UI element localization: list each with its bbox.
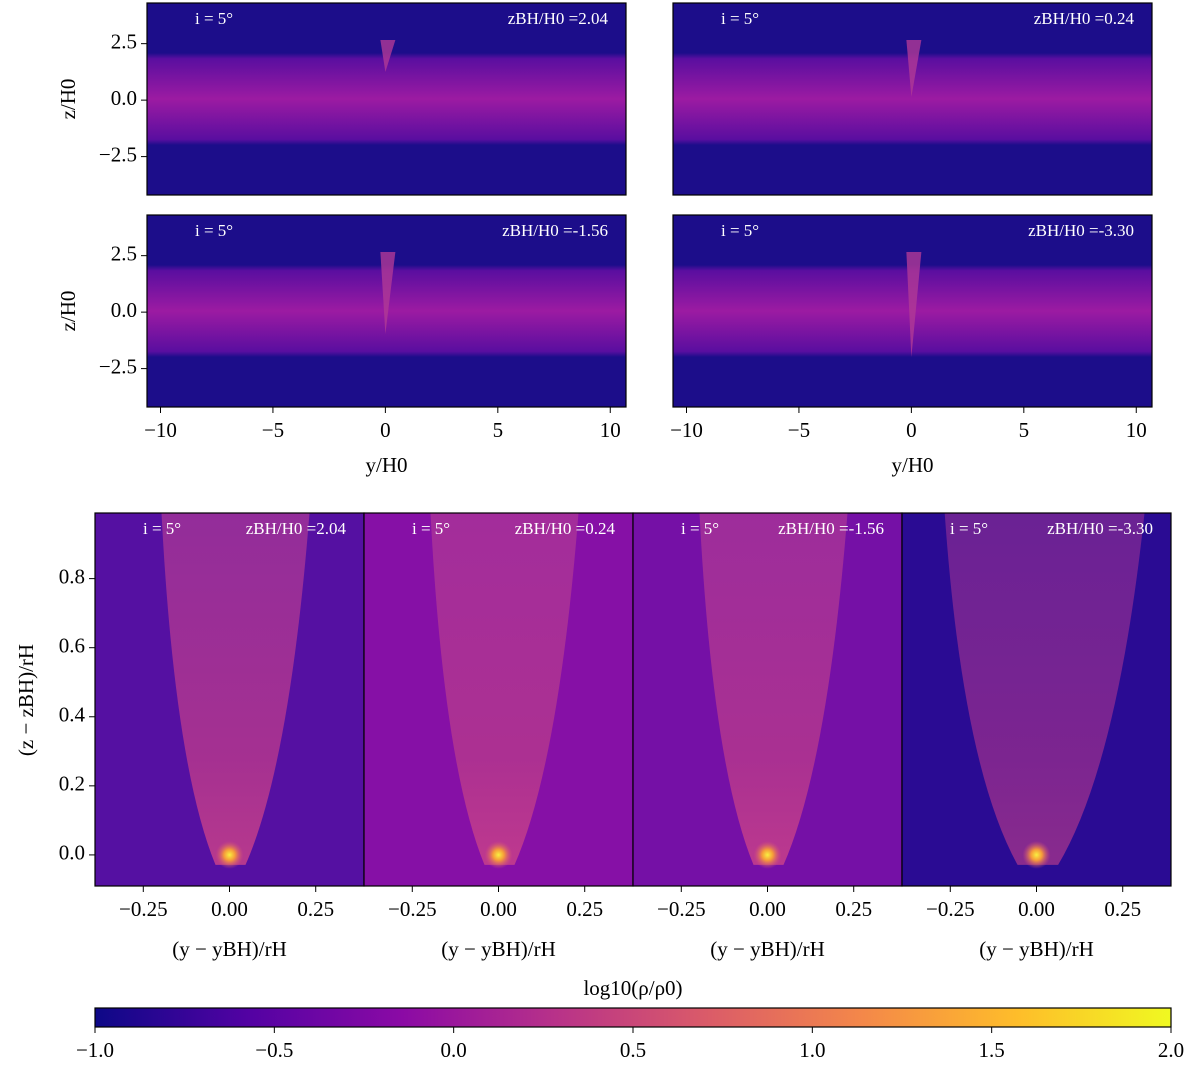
x-axis-label: (y − yBH)/rH: [441, 937, 556, 961]
x-tick-label: 5: [1019, 418, 1030, 442]
x-tick-label: 10: [600, 418, 621, 442]
wake: [430, 513, 579, 865]
wake: [161, 513, 310, 865]
annotation: zBH/H0 =-3.30: [1028, 221, 1134, 240]
annotation: i = 5°: [721, 221, 759, 240]
wake: [699, 513, 848, 865]
colorbar: [94, 1007, 1172, 1028]
colorbar-tick-label: 0.0: [441, 1038, 467, 1062]
black-hole-glow: [753, 840, 782, 869]
x-tick-label: 0.00: [480, 897, 517, 921]
y-tick-label: 2.5: [111, 29, 137, 53]
annotation: i = 5°: [950, 519, 988, 538]
annotation: zBH/H0 =-3.30: [1047, 519, 1153, 538]
x-tick-label: −0.25: [388, 897, 437, 921]
x-axis-label: (y − yBH)/rH: [172, 937, 287, 961]
y-tick-label: 0.2: [59, 772, 85, 796]
x-tick-label: 0: [906, 418, 917, 442]
x-axis-label: y/H0: [366, 453, 408, 477]
x-tick-label: −5: [788, 418, 810, 442]
colorbar-tick-label: −1.0: [76, 1038, 114, 1062]
y-tick-label: 2.5: [111, 241, 137, 265]
colorbar-tick-label: 1.0: [799, 1038, 825, 1062]
x-axis-label: y/H0: [892, 453, 934, 477]
x-tick-label: 0.00: [1018, 897, 1055, 921]
colorbar-tick-label: 0.5: [620, 1038, 646, 1062]
colorbar-tick-label: 1.5: [979, 1038, 1005, 1062]
wake: [906, 252, 922, 357]
wake: [906, 40, 922, 97]
x-tick-label: 0.00: [211, 897, 248, 921]
x-tick-label: −0.25: [926, 897, 975, 921]
y-axis-label: z/H0: [56, 291, 80, 332]
x-tick-label: 10: [1126, 418, 1147, 442]
y-tick-label: 0.4: [59, 703, 86, 727]
x-tick-label: 0.25: [835, 897, 872, 921]
x-tick-label: 0.00: [749, 897, 786, 921]
y-tick-label: −2.5: [99, 142, 137, 166]
x-tick-label: 0: [380, 418, 391, 442]
x-tick-label: 0.25: [1104, 897, 1141, 921]
x-tick-label: 0.25: [566, 897, 603, 921]
colorbar-label: log10(ρ/ρ0): [583, 976, 682, 1000]
annotation: zBH/H0 =2.04: [508, 9, 609, 28]
y-tick-label: −2.5: [99, 354, 137, 378]
x-tick-label: −0.25: [119, 897, 168, 921]
x-tick-label: −5: [262, 418, 284, 442]
annotation: zBH/H0 =2.04: [246, 519, 347, 538]
x-tick-label: 0.25: [297, 897, 334, 921]
wake: [380, 252, 396, 334]
x-tick-label: 5: [493, 418, 504, 442]
y-tick-label: 0.0: [59, 841, 85, 865]
colorbar-tick-label: 2.0: [1158, 1038, 1184, 1062]
annotation: i = 5°: [721, 9, 759, 28]
annotation: zBH/H0 =-1.56: [778, 519, 884, 538]
y-tick-label: 0.8: [59, 564, 85, 588]
annotation: i = 5°: [195, 9, 233, 28]
black-hole-glow: [484, 840, 513, 869]
colorbar-tick-label: −0.5: [255, 1038, 293, 1062]
y-tick-label: 0.0: [111, 298, 137, 322]
density-image: [673, 3, 1152, 195]
panel-frame: [672, 214, 1153, 408]
annotation: i = 5°: [195, 221, 233, 240]
annotation: zBH/H0 =0.24: [515, 519, 616, 538]
annotation: zBH/H0 =0.24: [1034, 9, 1135, 28]
black-hole-glow: [215, 840, 244, 869]
panel-frame: [146, 2, 627, 196]
x-tick-label: −10: [670, 418, 703, 442]
x-axis-label: (y − yBH)/rH: [710, 937, 825, 961]
y-axis-label: (z − zBH)/rH: [14, 644, 38, 756]
y-tick-label: 0.6: [59, 634, 85, 658]
annotation: zBH/H0 =-1.56: [502, 221, 608, 240]
x-tick-label: −10: [144, 418, 177, 442]
y-axis-label: z/H0: [56, 79, 80, 120]
annotation: i = 5°: [681, 519, 719, 538]
x-axis-label: (y − yBH)/rH: [979, 937, 1094, 961]
annotation: i = 5°: [412, 519, 450, 538]
x-tick-label: −0.25: [657, 897, 706, 921]
annotation: i = 5°: [143, 519, 181, 538]
wake: [944, 513, 1145, 865]
y-tick-label: 0.0: [111, 86, 137, 110]
density-image: [147, 3, 626, 195]
black-hole-glow: [1022, 840, 1051, 869]
wake: [380, 40, 396, 72]
panel-frame: [146, 214, 627, 408]
panel-frame: [672, 2, 1153, 196]
